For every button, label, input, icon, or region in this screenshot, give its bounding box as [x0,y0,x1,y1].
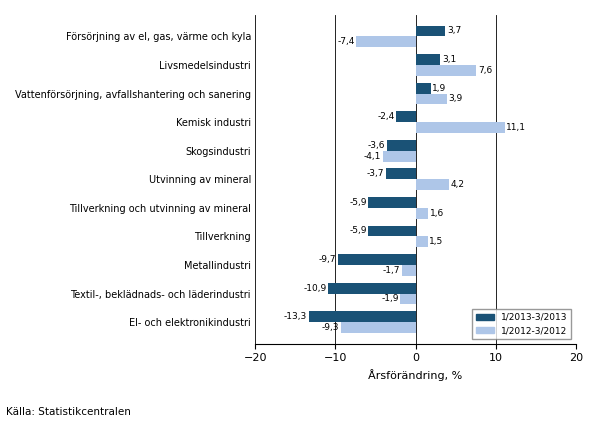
Text: -9,3: -9,3 [322,323,340,332]
Text: 11,1: 11,1 [506,123,526,132]
Text: -10,9: -10,9 [303,284,327,293]
Text: 1,6: 1,6 [430,209,444,218]
Bar [416,179,449,190]
X-axis label: Årsförändring, %: Årsförändring, % [368,369,463,381]
Bar [386,168,416,179]
Bar [416,237,428,247]
Text: -13,3: -13,3 [284,312,307,321]
Bar [416,93,447,104]
Text: -7,4: -7,4 [337,37,355,46]
Text: 4,2: 4,2 [451,180,465,189]
Bar [416,208,428,218]
Bar [328,283,416,293]
Bar [309,311,416,322]
Bar [338,254,416,265]
Text: 1,9: 1,9 [432,84,447,93]
Text: -2,4: -2,4 [377,112,395,121]
Bar [416,54,440,65]
Bar [383,151,416,162]
Legend: 1/2013-3/2013, 1/2012-3/2012: 1/2013-3/2013, 1/2012-3/2012 [472,309,572,339]
Text: 3,9: 3,9 [448,94,463,104]
Text: 3,1: 3,1 [442,55,456,64]
Text: -5,9: -5,9 [349,226,367,235]
Text: -3,7: -3,7 [367,169,385,179]
Text: 1,5: 1,5 [429,237,444,246]
Text: -4,1: -4,1 [364,152,381,161]
Bar [416,65,477,76]
Bar [396,111,416,122]
Text: 7,6: 7,6 [478,66,492,75]
Text: -9,7: -9,7 [319,255,336,264]
Bar [356,37,416,47]
Text: -1,9: -1,9 [381,294,399,304]
Bar [416,26,446,37]
Bar [368,197,416,208]
Bar [416,122,505,133]
Text: -3,6: -3,6 [368,141,385,150]
Text: -1,7: -1,7 [383,266,400,275]
Bar [368,226,416,237]
Text: 3,7: 3,7 [447,27,461,35]
Bar [341,322,416,333]
Bar [400,293,416,304]
Bar [416,83,431,93]
Text: Källa: Statistikcentralen: Källa: Statistikcentralen [6,407,131,417]
Bar [402,265,416,276]
Text: -5,9: -5,9 [349,198,367,207]
Bar [387,140,416,151]
